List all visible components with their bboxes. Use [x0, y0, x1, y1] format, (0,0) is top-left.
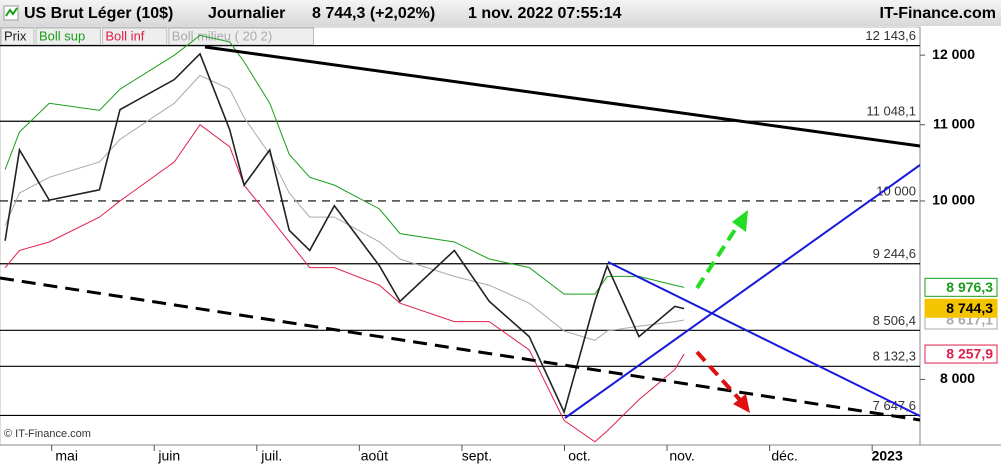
price-badge — [924, 298, 998, 318]
trend-line — [564, 164, 921, 419]
legend-box — [168, 27, 314, 46]
legend-entry: Prix — [4, 28, 27, 43]
brand: IT-Finance.com — [880, 5, 996, 22]
x-tick-label: sept. — [462, 448, 492, 464]
level-label: 12 143,6 — [865, 28, 916, 43]
series-line — [4, 52, 685, 415]
x-tick-label: juin — [157, 448, 180, 464]
x-tick-label: mai — [55, 448, 78, 464]
trend-line — [0, 276, 921, 422]
timestamp: 1 nov. 2022 07:55:14 — [468, 5, 622, 22]
arrow — [695, 220, 742, 290]
arrow-head — [733, 394, 750, 413]
price-badge-label: 8 744,3 — [946, 300, 993, 316]
x-tick-label: juil. — [260, 448, 282, 464]
legend: Prix Boll sup Boll inf Boll milieu ( 20 2) — [0, 27, 314, 46]
price-badge-label: 8 976,3 — [946, 279, 993, 295]
legend-box — [35, 27, 101, 46]
series-line — [4, 74, 685, 341]
level-label: 11 048,1 — [866, 104, 916, 119]
y-tick-label: 12 000 — [932, 46, 975, 62]
x-tick-label: 2023 — [872, 448, 903, 464]
title: US Brut Léger (10$) — [24, 5, 173, 22]
trend-line — [204, 45, 921, 148]
arrow — [695, 350, 742, 402]
period: Journalier — [208, 5, 285, 22]
footer: © IT-Finance.com — [4, 428, 91, 440]
price-badge — [924, 344, 998, 364]
legend-entry: Boll milieu ( 20 2) — [172, 28, 272, 43]
level-label: 9 244,6 — [873, 246, 916, 261]
y-tick-label: 8 000 — [940, 370, 975, 386]
legend-entry: Boll inf — [105, 28, 144, 43]
plot-area — [0, 26, 921, 446]
x-tick-label: oct. — [568, 448, 591, 464]
header-icon — [5, 7, 18, 17]
x-tick-label: août — [361, 448, 388, 464]
series-line — [4, 124, 685, 443]
price-badge — [924, 277, 998, 297]
level-label: 8 506,4 — [873, 313, 916, 328]
last-price: 8 744,3 (+2,02%) — [312, 5, 435, 22]
y-tick-label: 10 000 — [932, 192, 975, 208]
arrow-head — [732, 210, 748, 232]
level-label: 8 132,3 — [873, 349, 916, 364]
header-bar — [0, 0, 1001, 26]
x-tick-label: nov. — [669, 448, 694, 464]
series-line — [4, 34, 685, 295]
trend-line — [607, 261, 921, 417]
x-tick-label: déc. — [771, 448, 797, 464]
price-badge-label: 8 257,9 — [946, 346, 993, 362]
level-label: 10 000 — [876, 183, 916, 198]
legend-box — [101, 27, 168, 46]
legend-box — [0, 27, 35, 46]
y-tick-label: 11 000 — [933, 115, 975, 131]
legend-entry: Boll sup — [39, 28, 85, 43]
